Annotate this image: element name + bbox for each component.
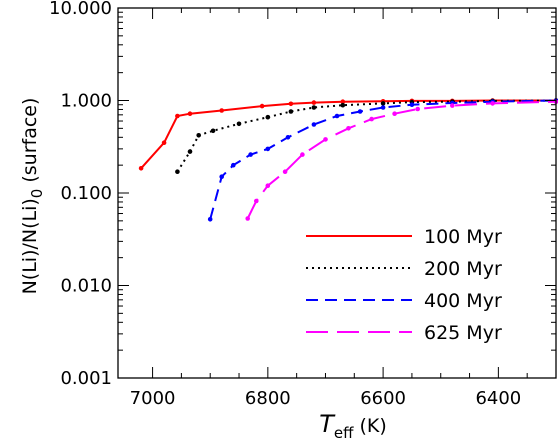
series-3-point [207,217,213,222]
series-4-point [392,111,397,116]
x-axis-label-unit: (K) [353,415,386,437]
axes-layer: 7000 6800 6600 6400 0.001 0.010 0.100 1.000 10.0… [49,0,557,409]
y-axis-label: N(Li)/N(Li)0 (surface) [19,98,46,295]
series-4-point [369,116,374,122]
y-tick-label: 0.010 [60,276,112,297]
series-2-point [311,105,317,110]
series-line-1 [140,99,556,169]
series-4-point [253,198,259,204]
legend-label-2: 200 Myr [424,258,502,280]
series-4-point [415,106,421,112]
x-axis-label-main: T [319,410,336,438]
series-3-point [334,113,340,119]
series-line-4 [246,100,557,219]
series-2-point [288,109,294,114]
series-1-point [138,166,144,171]
y-tick-label: 1.000 [60,91,112,112]
series-4-point [245,216,250,221]
x-axis-label: Teff (K) [319,410,387,441]
series-3-point [409,102,415,107]
x-axis-label-sub: eff [334,424,354,441]
series-4-point [490,101,495,106]
series-2-point [175,169,180,174]
series-3-point [380,105,386,110]
series-1-point [311,100,317,105]
legend-label-1: 100 Myr [424,226,502,248]
y-tick-label: 0.001 [60,368,112,389]
series-layer [138,98,558,222]
series-2-point [380,101,386,106]
series-1-point [175,113,180,119]
series-4-point [346,126,351,131]
series-2-point [187,149,193,154]
series-2-point [236,121,242,127]
series-1-point [288,101,294,107]
legend-label-4: 625 Myr [424,322,502,344]
series-1-point [219,108,224,113]
y-tick-label: 10.000 [49,0,112,19]
series-4-point [450,103,455,108]
series-4-point [282,169,288,174]
x-tick-label: 6400 [475,388,521,409]
series-3-point [265,146,271,152]
x-tick-label: 6600 [360,388,406,409]
y-tick-label: 0.100 [60,183,112,204]
x-tick-label: 7000 [130,388,176,409]
series-4-point [300,152,305,157]
y-axis-label-suffix: (surface) [19,98,41,189]
series-4-point [265,183,271,188]
series-2-point [340,102,346,108]
series-3-point [311,122,317,127]
series-3-point [285,135,291,140]
y-axis-label-main: N(Li)/N(Li) [19,198,41,294]
series-3-point [357,109,363,114]
series-2-point [265,114,271,120]
series-1-point [187,111,193,116]
y-axis-label-sub: 0 [28,189,46,199]
series-1-point [259,103,265,109]
series-2-point [210,128,216,134]
series-line-2 [176,99,557,173]
series-3-point [231,162,236,168]
series-1-point [161,140,167,145]
series-line-3 [209,99,557,220]
series-1-point [340,99,346,104]
series-2-point [196,133,201,138]
legend: 100 Myr 200 Myr 400 Myr 625 Myr [306,226,502,344]
series-4-point [323,137,328,142]
series-3-point [248,152,253,157]
legend-label-3: 400 Myr [424,290,502,312]
x-tick-label: 6800 [245,388,291,409]
series-3-point [219,174,224,179]
